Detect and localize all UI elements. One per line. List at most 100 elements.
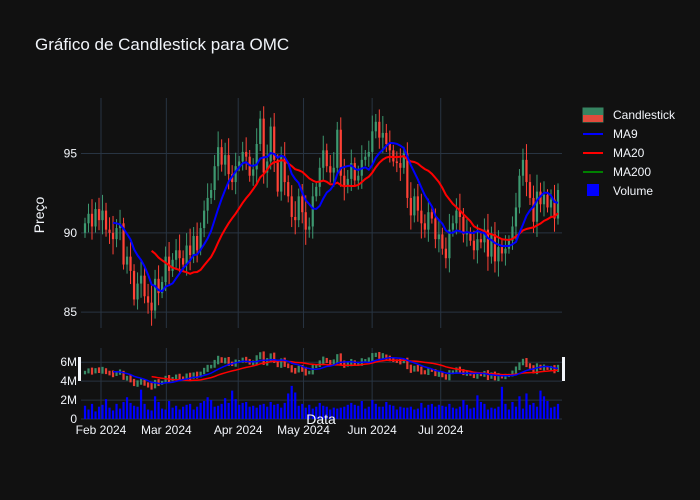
candle-body xyxy=(94,209,97,227)
candle-decreasing xyxy=(132,264,136,306)
volume-bar xyxy=(374,403,377,419)
volume-bar xyxy=(139,389,143,419)
rangeslider-candle xyxy=(339,353,342,366)
candle-body xyxy=(146,296,150,303)
candle-body xyxy=(122,223,125,265)
candle-increasing xyxy=(308,217,311,238)
candle-body xyxy=(507,240,511,249)
volume-bar xyxy=(332,407,335,419)
rangeslider-candle xyxy=(164,375,167,384)
candle-body xyxy=(357,175,360,181)
candle-body xyxy=(367,151,370,157)
candle-body xyxy=(301,196,304,213)
candle-body xyxy=(542,194,546,205)
rangeslider-candle xyxy=(462,369,465,376)
volume-bar xyxy=(416,408,419,419)
candle-body xyxy=(97,209,101,221)
candle-increasing xyxy=(94,202,97,233)
rangeslider-candle xyxy=(262,351,265,365)
candle-body xyxy=(497,247,500,262)
rangeslider-candle xyxy=(294,367,297,374)
volume-bar xyxy=(122,401,125,419)
rangeslider-candle xyxy=(143,379,146,386)
candle-decreasing xyxy=(399,148,402,181)
candle-decreasing xyxy=(157,265,160,306)
volume-bar xyxy=(336,408,339,419)
candle-body xyxy=(290,196,293,217)
candle-body xyxy=(90,213,94,227)
candle-body xyxy=(535,191,539,222)
volume-bar xyxy=(160,408,164,419)
volume-bar xyxy=(539,390,542,419)
rangeslider-candle xyxy=(318,360,321,368)
volume-bar xyxy=(294,392,297,419)
rangeslider-candle xyxy=(122,370,125,380)
candle-body xyxy=(332,167,335,173)
candle-body xyxy=(269,126,272,162)
candle-body xyxy=(423,223,426,230)
price-gridlines xyxy=(81,98,562,328)
volume-bar xyxy=(430,403,433,419)
candle-body xyxy=(511,226,514,241)
chart-title: Gráfico de Candlestick para OMC xyxy=(35,35,289,54)
rangeslider-candle xyxy=(455,367,458,374)
volume-bar xyxy=(266,406,269,419)
price-y-tick-label: 85 xyxy=(64,305,78,319)
candle-increasing xyxy=(153,269,157,319)
candle-body xyxy=(178,250,181,259)
candle-body xyxy=(318,167,321,187)
ma9-line xyxy=(112,141,559,293)
candle-body xyxy=(238,161,241,167)
rangeslider-candle xyxy=(504,373,507,380)
volume-y-tick-label: 2M xyxy=(60,393,77,407)
rangeslider-candle xyxy=(132,378,136,387)
rangeslider-candle xyxy=(224,357,227,364)
volume-bar xyxy=(217,405,220,419)
candle-decreasing xyxy=(553,184,556,232)
candle-increasing xyxy=(318,157,321,196)
legend-item-ma9[interactable]: MA9 xyxy=(583,127,638,141)
candle-increasing xyxy=(448,213,451,273)
volume-bar xyxy=(549,407,553,419)
rangeslider-candle xyxy=(139,378,143,385)
candle-body xyxy=(378,121,381,138)
volume-bar xyxy=(308,404,311,419)
rangeslider-left-handle[interactable] xyxy=(78,357,81,381)
candle-body xyxy=(406,153,409,198)
x-tick-label: Jul 2024 xyxy=(418,423,464,437)
volume-bar xyxy=(500,386,504,419)
candle-body xyxy=(192,236,195,256)
volume-bar xyxy=(378,406,381,419)
volume-bar xyxy=(399,406,402,419)
candle-increasing xyxy=(521,148,525,186)
volume-bar xyxy=(118,408,122,419)
candle-decreasing xyxy=(395,151,398,173)
candle-decreasing xyxy=(385,123,388,153)
candle-body xyxy=(143,275,146,297)
volume-bar xyxy=(290,385,293,419)
volume-bar xyxy=(97,406,101,419)
volume-bar xyxy=(227,402,230,419)
volume-bar xyxy=(101,404,104,419)
volume-bar xyxy=(311,408,314,419)
volume-bar xyxy=(259,404,262,419)
legend-item-ma200[interactable]: MA200 xyxy=(583,165,651,179)
candle-increasing xyxy=(259,110,262,152)
rangeslider-candle xyxy=(479,373,483,377)
volume-panel: 0 2M 4M 6M xyxy=(60,348,565,426)
legend-item-candlestick[interactable]: Candlestick xyxy=(582,107,676,123)
rangeslider-candle xyxy=(206,364,209,372)
candle-increasing xyxy=(350,149,353,192)
volume-bar xyxy=(269,401,272,419)
rangeslider-candle xyxy=(255,355,258,365)
candle-body xyxy=(189,245,192,256)
volume-bars xyxy=(83,385,560,419)
candle-body xyxy=(371,131,374,152)
candle-body xyxy=(504,248,507,254)
candle-decreasing xyxy=(97,197,101,231)
rangeslider-right-handle[interactable] xyxy=(562,357,565,381)
candle-increasing xyxy=(322,135,325,181)
legend-item-volume[interactable]: Volume xyxy=(587,184,653,198)
rangeslider-candle xyxy=(146,382,150,388)
legend-item-ma20[interactable]: MA20 xyxy=(583,146,645,160)
